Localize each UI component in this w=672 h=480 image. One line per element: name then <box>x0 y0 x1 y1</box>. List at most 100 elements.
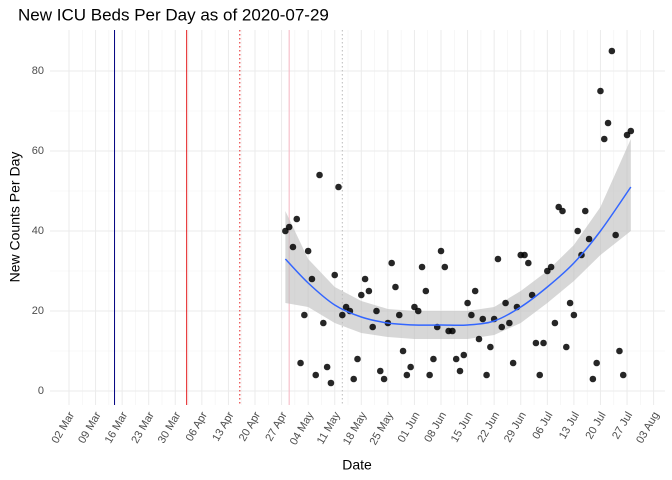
point <box>376 367 384 375</box>
point <box>498 323 506 331</box>
x-tick-label: 03 Aug <box>634 410 662 446</box>
point <box>581 207 589 215</box>
x-tick-label: 09 Mar <box>76 410 104 446</box>
point <box>574 227 581 235</box>
point <box>414 307 422 315</box>
point <box>540 339 547 347</box>
x-axis-label: Date <box>342 457 372 473</box>
point <box>297 359 304 367</box>
point <box>422 287 430 295</box>
point <box>627 127 635 135</box>
point <box>525 259 532 267</box>
point <box>502 299 509 307</box>
point <box>323 363 331 371</box>
point <box>335 183 342 191</box>
point <box>301 311 308 319</box>
x-tick-label: 23 Mar <box>129 410 157 446</box>
point <box>304 247 312 255</box>
point <box>365 287 373 295</box>
x-tick-label: 30 Mar <box>156 410 184 446</box>
point <box>597 87 604 95</box>
point <box>600 135 608 143</box>
y-tick-label: 40 <box>32 225 44 237</box>
point <box>452 355 460 363</box>
y-tick-label: 20 <box>32 305 44 317</box>
point <box>293 215 301 223</box>
point <box>380 375 388 383</box>
point <box>604 119 612 127</box>
x-tick-label: 04 May <box>288 410 317 448</box>
x-tick-label: 22 Jun <box>475 410 502 445</box>
x-tick-label: 08 Jun <box>422 410 449 445</box>
point <box>483 371 490 379</box>
point <box>361 275 369 283</box>
point <box>589 375 597 383</box>
point <box>369 323 376 331</box>
x-tick-label: 16 Mar <box>103 410 131 446</box>
x-tick-label: 11 May <box>315 410 343 447</box>
point <box>471 287 479 295</box>
point <box>373 307 380 315</box>
point <box>456 367 464 375</box>
point <box>392 283 399 291</box>
point <box>593 359 600 367</box>
point <box>350 375 358 383</box>
point <box>616 347 623 355</box>
point <box>547 263 555 271</box>
x-tick-label: 18 May <box>341 410 370 448</box>
point <box>619 371 627 379</box>
x-tick-label: 02 Mar <box>50 410 78 446</box>
x-tick-label: 06 Jul <box>530 410 555 441</box>
x-tick-label: 13 Jul <box>557 410 582 441</box>
x-tick-label: 27 Apr <box>263 410 289 444</box>
x-tick-label: 13 Apr <box>210 410 236 444</box>
confidence-band <box>285 139 631 339</box>
point <box>426 371 433 379</box>
x-tick-label: 25 May <box>368 410 397 448</box>
point <box>403 371 411 379</box>
point <box>612 231 619 239</box>
point <box>395 311 403 319</box>
x-tick-label: 01 Jun <box>396 410 423 445</box>
point <box>562 343 570 351</box>
point <box>608 47 616 55</box>
point <box>536 371 544 379</box>
y-tick-label: 60 <box>32 145 44 157</box>
x-tick-label: 27 Jul <box>610 410 635 441</box>
y-tick-label: 0 <box>38 385 44 397</box>
y-tick-label: 80 <box>32 65 44 77</box>
smooth-line <box>284 186 632 327</box>
point <box>289 243 297 251</box>
point <box>585 235 593 243</box>
point <box>430 355 437 363</box>
point <box>570 311 578 319</box>
point <box>437 247 445 255</box>
point <box>418 263 426 271</box>
point <box>308 275 316 283</box>
x-tick-label: 20 Apr <box>237 410 263 444</box>
point <box>339 311 346 319</box>
point <box>441 263 449 271</box>
x-tick-label: 29 Jun <box>502 410 529 445</box>
point <box>357 291 365 299</box>
x-tick-label: 20 Jul <box>584 410 609 441</box>
point <box>354 355 361 363</box>
point <box>468 311 475 319</box>
point <box>460 351 468 359</box>
point <box>509 359 517 367</box>
point <box>331 271 339 279</box>
point <box>506 319 513 327</box>
point <box>316 171 323 179</box>
point <box>551 319 559 327</box>
y-axis-label: New Counts Per Day <box>7 152 23 283</box>
chart-title: New ICU Beds Per Day as of 2020-07-29 <box>18 5 329 24</box>
point <box>566 299 574 307</box>
point <box>532 339 540 347</box>
point <box>475 335 483 343</box>
point <box>312 371 320 379</box>
point <box>521 251 528 259</box>
point <box>407 363 414 371</box>
point <box>388 259 395 267</box>
point <box>494 255 502 263</box>
